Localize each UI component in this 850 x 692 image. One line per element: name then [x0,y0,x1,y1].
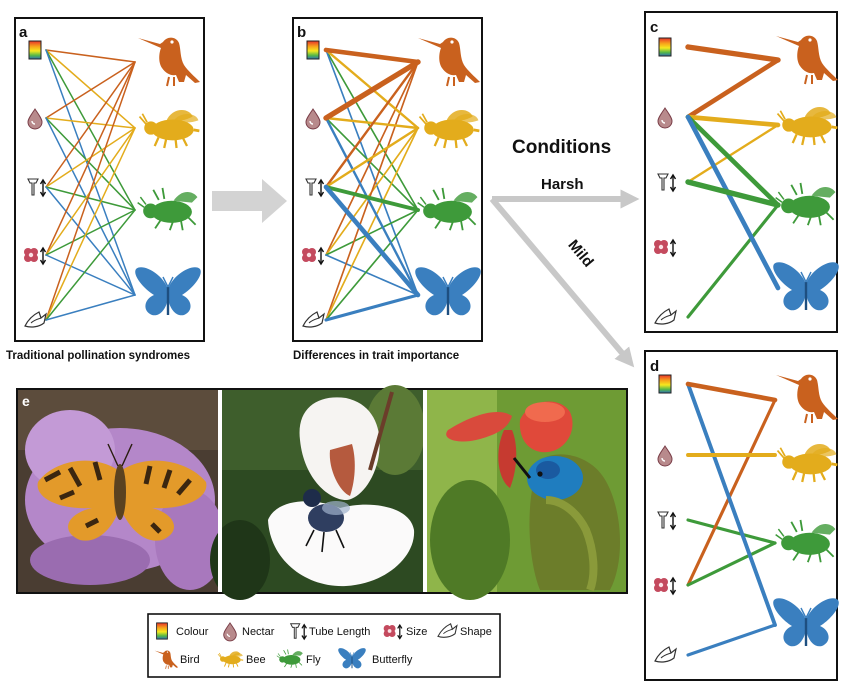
link-a-shape-fly [45,209,136,321]
link-a-nectar-bee [45,117,136,129]
svg-text:Tube Length: Tube Length [309,626,370,638]
link-c-nectar-bee [685,114,781,128]
network-c-links [685,44,781,319]
conditions-title: Conditions [512,137,611,158]
svg-text:Butterfly: Butterfly [372,654,413,666]
link-a-shape-bee [45,127,136,321]
link-d-tube_length-fly [686,518,777,545]
link-b-shape-bird [325,61,419,321]
link-c-nectar-bird [685,57,781,120]
svg-text:Size: Size [406,626,427,638]
link-c-tube_length-bee [686,123,780,184]
link-a-nectar-fly [45,117,136,211]
link-b-tube_length-butterfly [323,184,421,298]
link-d-colour-butterfly [686,382,777,627]
trait-colour-icon [28,40,42,60]
panel-d-label: d [650,358,659,375]
link-c-tube_length-fly [685,179,781,208]
trait-colour-icon [306,40,320,60]
network-d-links [685,381,778,657]
link-b-shape-fly [325,209,419,321]
link-b-size-fly [325,209,419,256]
link-b-tube_length-bird [324,60,420,189]
link-d-shape-butterfly [686,623,777,657]
legend-frame [147,613,501,678]
link-b-tube_length-bee [324,126,420,189]
legend-tube-length: Tube Length [290,623,370,640]
legend-butterfly: Butterfly [337,647,413,669]
network-b-links [323,47,421,322]
panel-a-caption: Traditional pollination syndromes [6,350,190,362]
link-c-colour-bird [685,44,781,63]
link-d-size-fly [686,541,777,587]
mild-arrow [489,197,635,368]
panel-a-label: a [19,24,28,41]
panel-b-label: b [297,24,306,41]
legend-size: Size [383,624,427,640]
panel-c-label: c [650,19,658,36]
link-b-tube_length-fly [324,185,420,212]
panel-b-caption: Differences in trait importance [293,350,459,362]
panel-e-photos: e [16,385,628,600]
link-b-nectar-butterfly [324,116,420,297]
link-a-colour-fly [45,49,136,211]
legend-colour: Colour [156,622,209,640]
legend: Colour Nectar Tube Length Size Shape Bir… [147,613,501,678]
harsh-label: Harsh [541,176,584,193]
link-b-shape-butterfly [324,293,420,322]
svg-text:Nectar: Nectar [242,626,275,638]
link-a-colour-bee [45,49,136,129]
link-a-colour-butterfly [45,49,136,296]
photo-bird [427,390,626,600]
trait-colour-icon [658,37,672,57]
trait-colour-icon [658,374,672,394]
link-a-size-fly [45,209,136,256]
link-a-nectar-butterfly [45,117,136,296]
svg-text:Shape: Shape [460,626,492,638]
link-a-shape-butterfly [45,294,136,321]
photo-butterfly [18,390,225,592]
arrow-a-to-b [212,179,287,223]
svg-text:Bird: Bird [180,654,200,666]
link-a-size-bird [45,61,136,256]
legend-bee: Bee [217,650,266,669]
panel-e-label: e [22,393,30,409]
svg-text:Colour: Colour [176,626,209,638]
link-d-colour-bird [685,381,778,403]
photo-fly [210,385,425,600]
link-a-nectar-bird [45,61,136,119]
link-b-colour-fly [325,49,419,211]
legend-nectar: Nectar [223,622,275,642]
link-b-size-butterfly [325,254,419,296]
network-a-links [45,49,136,321]
link-a-size-butterfly [45,254,136,296]
link-b-nectar-bird [323,59,421,121]
link-a-colour-bird [45,49,136,63]
link-b-nectar-fly [325,117,419,211]
legend-bird: Bird [154,650,200,670]
legend-shape: Shape [437,623,492,638]
link-c-nectar-fly [685,114,781,208]
link-c-nectar-butterfly [685,114,781,291]
link-a-shape-bird [45,61,136,321]
legend-fly: Fly [276,649,321,669]
link-a-tube_length-butterfly [45,186,136,296]
link-c-shape-fly [686,203,780,319]
svg-text:Fly: Fly [306,654,321,666]
link-a-tube_length-bird [45,61,136,188]
link-d-size-bird [686,398,777,587]
link-b-colour-butterfly [325,49,419,296]
link-a-tube_length-fly [45,186,136,211]
svg-text:Bee: Bee [246,654,266,666]
mild-label: Mild [564,237,596,271]
link-b-colour-bird [323,47,421,65]
link-b-shape-bee [325,127,419,321]
